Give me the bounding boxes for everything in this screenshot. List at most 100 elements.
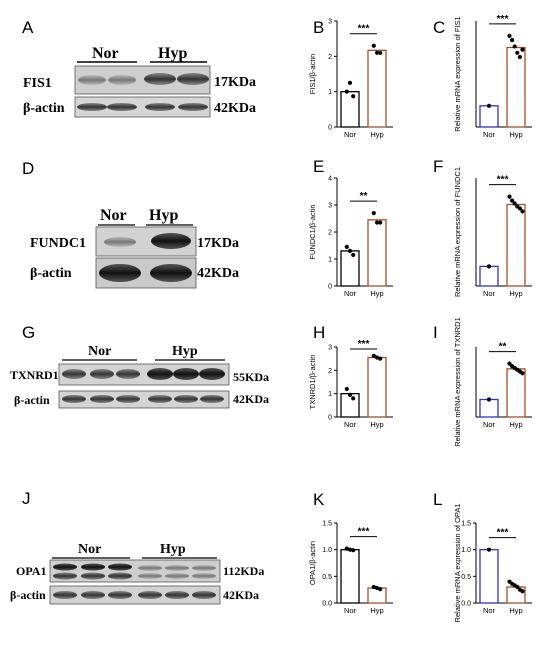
blot-j-actin-label: β-actin (10, 588, 46, 602)
chart-k-data-point (351, 548, 356, 553)
chart-k-xtick-label: Hyp (370, 606, 383, 615)
chart-k-significance-label: *** (358, 527, 370, 538)
chart-l-y-axis-label: Relative mRNA expression of OPA1 (453, 503, 462, 622)
blot-d-protein-size: 17KDa (197, 236, 239, 251)
blot-a-group-nor: Nor (92, 45, 119, 62)
chart-b-data-point (371, 43, 376, 48)
chart-f: Nor Hyp *** Relative mRNA expression of FUN… (453, 167, 532, 298)
chart-f-bar-hyp (506, 203, 526, 287)
chart-k-data-point (347, 547, 353, 552)
chart-e: 0 1 2 3 4 Nor Hyp ** FUNDC1/β-actin (308, 176, 393, 298)
chart-e-bar-nor (340, 250, 360, 287)
chart-l-xtick-label: Nor (483, 606, 496, 615)
chart-c-xtick-label: Hyp (509, 130, 522, 139)
chart-i: Nor Hyp ** Relative mRNA expression of TXNR… (453, 317, 532, 447)
chart-l-ytick-label: 1.0 (461, 547, 471, 554)
chart-c-data-point (509, 37, 515, 43)
chart-e-data-point (374, 220, 380, 225)
chart-i-xtick-label: Nor (483, 420, 496, 429)
chart-e-data-point (344, 244, 349, 249)
panel-letter-a: A (22, 18, 34, 37)
panel-letter-e: E (313, 157, 325, 176)
chart-c-significance-label: *** (497, 14, 509, 25)
chart-e-ytick-label: 2 (328, 230, 332, 237)
chart-h-xtick-label: Hyp (370, 420, 383, 429)
chart-e-ytick-label: 1 (328, 257, 332, 264)
chart-h-bar-nor (340, 393, 360, 418)
chart-h-xtick-label: Nor (344, 420, 357, 429)
chart-l-data-point (486, 547, 492, 552)
chart-h-ytick-label: 3 (328, 345, 332, 352)
blot-d-group-nor: Nor (100, 207, 127, 224)
chart-b-data-point (347, 80, 353, 85)
chart-l: 0.0 0.5 1.0 1.5 Nor Hyp *** Relative mRNA expre… (453, 503, 532, 623)
chart-l-ytick-label: 1.5 (461, 521, 471, 528)
chart-h-ytick-label: 2 (328, 368, 332, 375)
chart-e-data-point (371, 211, 376, 216)
blot-a-protein-label: FIS1 (23, 76, 52, 91)
chart-c-data-point (512, 44, 517, 49)
panel-letter-g: G (22, 323, 36, 342)
chart-i-data-point (520, 371, 525, 376)
blot-a-actin-size: 42KDa (214, 101, 256, 116)
blot-g-group-hyp: Hyp (172, 344, 198, 359)
chart-i-data-point (486, 397, 492, 402)
chart-h-data-point (344, 386, 349, 392)
blot-d-actin-size: 42KDa (197, 266, 239, 281)
chart-c-data-point (486, 103, 492, 108)
chart-h-data-point (378, 356, 383, 361)
chart-e-data-point (378, 220, 383, 225)
blot-a-protein-size: 17KDa (214, 75, 256, 90)
chart-e-y-axis-label: FUNDC1/β-actin (308, 204, 317, 259)
panel-letter-h: H (313, 323, 326, 342)
chart-c-y-axis-label: Relative mRNA expression of FIS1 (453, 16, 462, 131)
panel-letter-l: L (433, 490, 443, 509)
chart-b-ytick-label: 2 (328, 54, 332, 61)
chart-h-data-point (347, 392, 353, 397)
chart-k-ytick-label: 1.5 (322, 521, 332, 528)
blot-a: Nor Hyp FIS1 β-actin 17KDa 42KDa (23, 45, 256, 118)
chart-f-data-point (507, 194, 512, 199)
blot-j-actin-size: 42KDa (223, 588, 259, 602)
chart-e-data-point (351, 252, 356, 258)
blot-g-actin-label: β-actin (14, 393, 50, 407)
chart-f-data-point (486, 264, 492, 269)
chart-i-bar-nor (479, 398, 499, 418)
chart-e-ytick-label: 3 (328, 203, 332, 210)
chart-i-xtick-label: Hyp (509, 420, 522, 429)
blot-j-membrane-actin (49, 585, 221, 605)
blot-g-actin-size: 42KDa (233, 392, 269, 406)
chart-i-bar-hyp (506, 368, 526, 418)
chart-f-xtick-label: Hyp (509, 289, 522, 298)
chart-b-data-point (351, 94, 356, 99)
chart-e-ytick-label: 4 (328, 176, 332, 183)
chart-k-data-point (374, 585, 380, 591)
blot-j: Nor Hyp OPA1 β-actin 112KDa 42KDa (10, 542, 264, 605)
chart-i-data-point (507, 361, 512, 366)
chart-l-xtick-label: Hyp (509, 606, 522, 615)
chart-b-ytick-label: 3 (328, 19, 332, 26)
chart-l-significance-label: *** (497, 528, 509, 539)
chart-f-y-axis-label: Relative mRNA expression of FUNDC1 (453, 167, 462, 297)
chart-f-significance-label: *** (497, 175, 509, 186)
chart-h-data-point (374, 355, 380, 360)
chart-c: Nor Hyp *** Relative mRNA expression of FIS… (453, 14, 532, 139)
chart-h-ytick-label: 0 (328, 415, 332, 422)
chart-k-bar-hyp (367, 587, 387, 604)
chart-h-data-point (351, 396, 356, 401)
blot-d-protein-label: FUNDC1 (30, 236, 86, 251)
chart-b-bar-nor (340, 91, 360, 128)
chart-h-ytick-label: 1 (328, 391, 332, 398)
chart-l-bar-nor (479, 549, 499, 604)
chart-k-data-point (371, 584, 376, 590)
chart-b-data-point (344, 89, 349, 94)
blot-g-protein-label: TXNRD1 (10, 368, 59, 382)
chart-i-y-axis-label: Relative mRNA expression of TXNRD1 (453, 317, 462, 447)
chart-b: 0 1 2 3 Nor Hyp *** FIS1/β-actin (308, 19, 393, 139)
chart-c-data-point (507, 33, 512, 38)
panel-letter-j: J (22, 489, 31, 508)
chart-f-xtick-label: Nor (483, 289, 496, 298)
blot-d: Nor Hyp FUNDC1 β-actin 17KDa 42KDa (30, 207, 239, 289)
chart-k-xtick-label: Nor (344, 606, 357, 615)
